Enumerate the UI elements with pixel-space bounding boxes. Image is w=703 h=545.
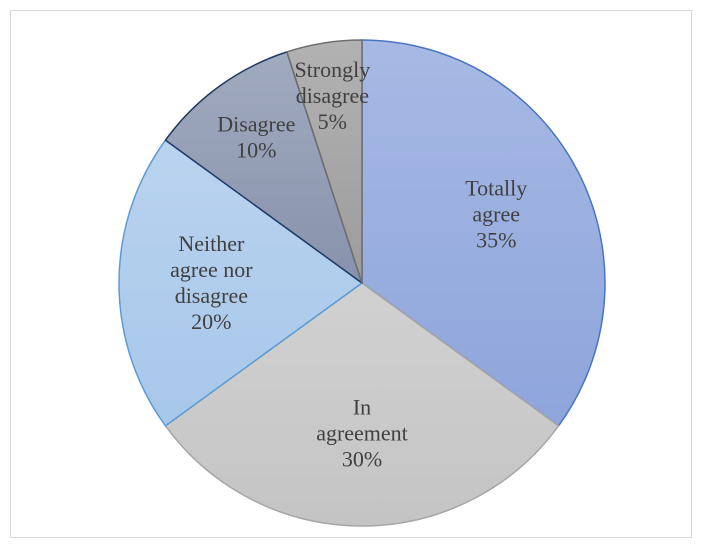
pie-slices bbox=[118, 39, 606, 527]
pie-slice-strongly-disagree bbox=[286, 39, 363, 284]
data-label-strongly-disagree: Strongly disagree 5% bbox=[294, 57, 370, 134]
pie-slice-in-agreement bbox=[164, 282, 560, 527]
data-label-neither-agree-nor-disagree: Neither agree nor disagree 20% bbox=[170, 231, 253, 334]
data-label-totally-agree: Totally agree 35% bbox=[465, 176, 527, 253]
data-label-in-agreement: In agreement 30% bbox=[316, 395, 408, 472]
data-label-disagree: Disagree 10% bbox=[217, 112, 295, 163]
pie-labels: Totally agree 35% In agreement 30% Neither agre… bbox=[170, 57, 527, 472]
pie-slice-neither-agree-nor-disagree bbox=[118, 139, 363, 427]
pie-slice-totally-agree bbox=[361, 39, 606, 427]
pie-slice-disagree bbox=[164, 51, 363, 284]
